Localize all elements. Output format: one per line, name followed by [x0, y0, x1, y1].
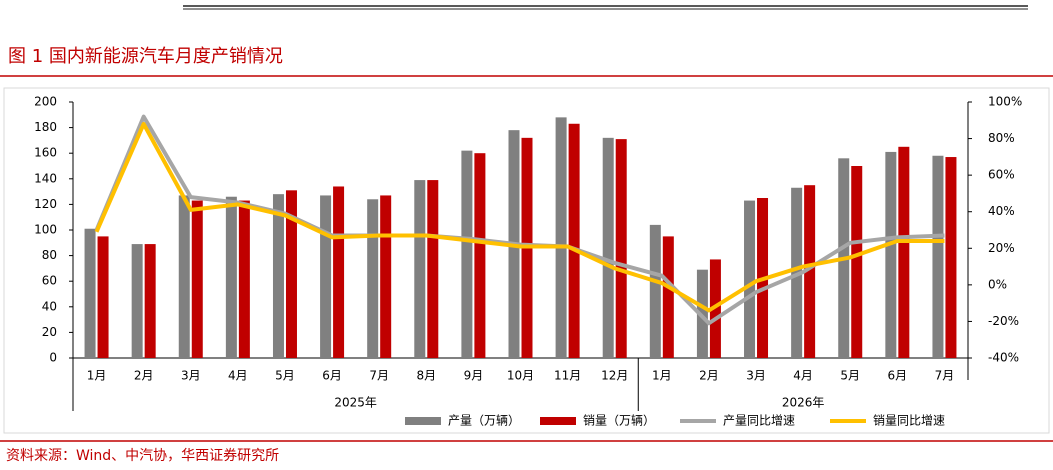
- y2-tick-label: -40%: [988, 351, 1019, 365]
- bar: [474, 153, 486, 358]
- y2-tick-label: 0%: [988, 277, 1007, 291]
- y2-tick-label: 20%: [988, 241, 1015, 255]
- bar: [427, 180, 439, 358]
- bar: [367, 199, 379, 358]
- bar: [662, 236, 674, 358]
- legend-label: 销量（万辆）: [583, 414, 655, 428]
- y2-tick-label: -20%: [988, 314, 1019, 328]
- y-tick-label: 200: [34, 95, 57, 109]
- y-tick-label: 140: [34, 171, 57, 185]
- y-tick-label: 20: [42, 325, 57, 339]
- x-tick-label: 7月: [369, 369, 389, 383]
- bar: [178, 195, 190, 358]
- bar: [898, 146, 910, 358]
- bar: [555, 117, 567, 358]
- chart-frame: [3, 87, 1050, 434]
- legend-label: 产量（万辆）: [448, 414, 520, 428]
- bar: [851, 166, 863, 358]
- bar: [615, 139, 627, 358]
- x-tick-label: 4月: [793, 369, 813, 383]
- x-tick-label: 2月: [699, 369, 719, 383]
- bar: [191, 200, 203, 358]
- bar: [333, 186, 345, 358]
- bar: [414, 180, 426, 358]
- x-tick-label: 2月: [134, 369, 154, 383]
- group-label: 2025年: [334, 396, 377, 410]
- x-tick-label: 8月: [416, 369, 436, 383]
- y-tick-label: 60: [42, 274, 57, 288]
- bar: [649, 224, 661, 358]
- x-tick-label: 10月: [507, 369, 534, 383]
- bar: [932, 155, 944, 358]
- bar: [144, 244, 156, 358]
- y2-tick-label: 40%: [988, 204, 1015, 218]
- y-tick-label: 180: [34, 120, 57, 134]
- x-tick-label: 7月: [935, 369, 955, 383]
- x-tick-label: 6月: [322, 369, 342, 383]
- y-tick-label: 100: [34, 223, 57, 237]
- bar: [320, 195, 332, 358]
- bar: [945, 157, 957, 358]
- y-tick-label: 0: [49, 351, 57, 365]
- bar: [225, 196, 237, 358]
- bar: [238, 200, 250, 358]
- bar: [744, 200, 756, 358]
- y-tick-label: 80: [42, 248, 57, 262]
- y2-tick-label: 60%: [988, 168, 1015, 182]
- bar: [885, 151, 897, 358]
- bar: [272, 194, 284, 358]
- x-tick-label: 6月: [888, 369, 908, 383]
- y-tick-label: 160: [34, 146, 57, 160]
- bar: [97, 236, 109, 358]
- y-tick-label: 120: [34, 197, 57, 211]
- line: [94, 114, 945, 326]
- x-tick-label: 5月: [840, 369, 860, 383]
- x-tick-label: 9月: [464, 369, 484, 383]
- x-tick-label: 3月: [181, 369, 201, 383]
- bar: [380, 195, 392, 358]
- chart-title: 图 1 国内新能源汽车月度产销情况: [8, 46, 283, 67]
- bar: [602, 137, 614, 358]
- legend-label: 销量同比增速: [873, 414, 945, 428]
- bar: [696, 269, 708, 358]
- bar: [568, 123, 580, 358]
- x-tick-label: 1月: [87, 369, 107, 383]
- bar: [461, 150, 473, 358]
- source: 资料来源：Wind、中汽协，华西证券研究所: [6, 448, 279, 464]
- group-label: 2026年: [782, 396, 825, 410]
- line: [94, 121, 945, 313]
- x-tick-label: 3月: [746, 369, 766, 383]
- y-tick-label: 40: [42, 299, 57, 313]
- x-tick-label: 12月: [601, 369, 628, 383]
- x-tick-label: 1月: [652, 369, 672, 383]
- legend-label: 产量同比增速: [723, 414, 795, 428]
- bar: [131, 244, 143, 358]
- y2-tick-label: 80%: [988, 131, 1015, 145]
- bar: [285, 190, 297, 358]
- bar: [804, 185, 816, 358]
- legend-swatch: [405, 417, 441, 425]
- bar: [84, 228, 96, 358]
- x-tick-label: 5月: [275, 369, 295, 383]
- legend-swatch: [540, 417, 576, 425]
- x-tick-label: 11月: [554, 369, 581, 383]
- y2-tick-label: 100%: [988, 95, 1022, 109]
- x-tick-label: 4月: [228, 369, 248, 383]
